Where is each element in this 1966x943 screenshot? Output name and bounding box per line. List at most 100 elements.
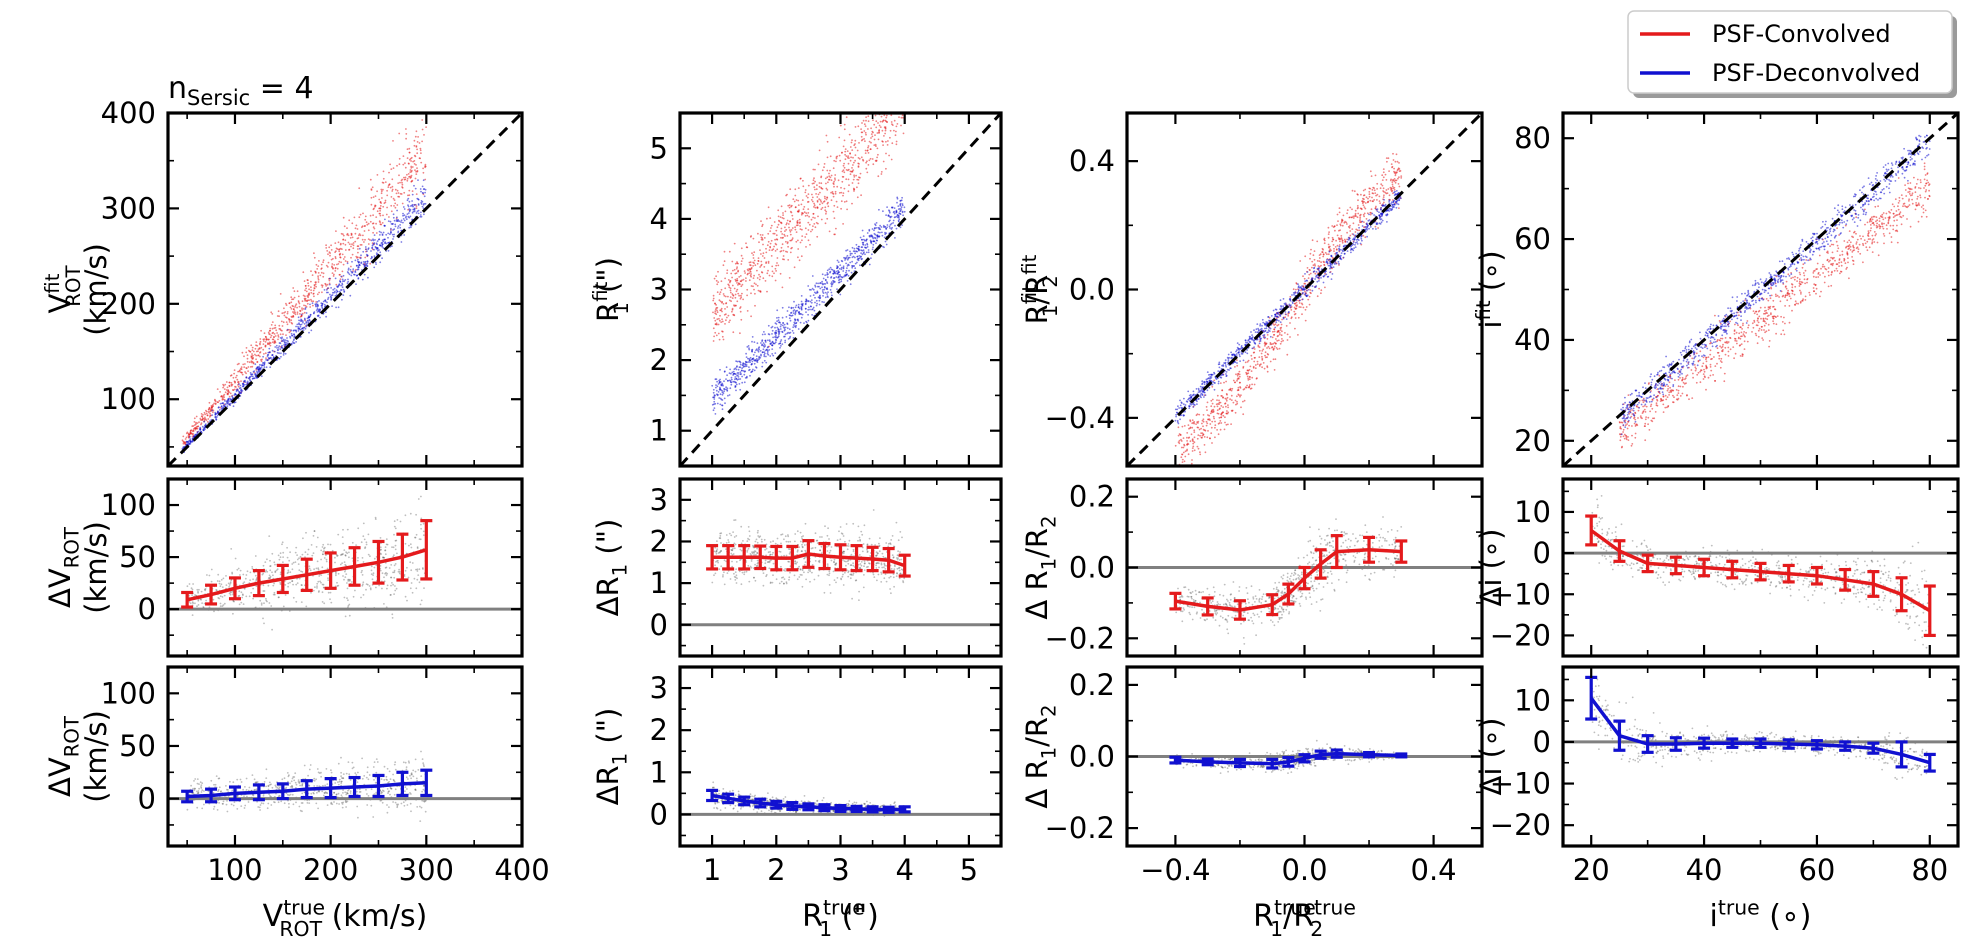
scatter-point (189, 441, 192, 444)
residual-point (259, 809, 261, 811)
scatter-point (878, 131, 880, 134)
scatter-point (824, 291, 827, 294)
residual-point (249, 579, 252, 581)
scatter-point (325, 244, 327, 247)
scatter-point (792, 337, 795, 339)
scatter-point (801, 235, 804, 238)
scatter-point (736, 365, 738, 367)
scatter-point (867, 164, 870, 166)
scatter-point (842, 176, 845, 178)
scatter-point (341, 253, 344, 256)
scatter-point (252, 377, 255, 380)
residual-point (322, 586, 325, 589)
scatter-point (767, 269, 769, 272)
residual-point (323, 602, 326, 605)
scatter-point (728, 299, 731, 302)
scatter-point (812, 294, 815, 296)
residual-point (322, 543, 325, 546)
residual-point (226, 788, 228, 791)
scatter-point (864, 140, 866, 143)
scatter-point (316, 268, 319, 270)
residual-point (326, 783, 329, 785)
scatter-point (286, 337, 288, 339)
scatter-point (393, 219, 396, 222)
y-tick-label: 50 (119, 540, 156, 574)
scatter-point (840, 278, 843, 281)
scatter-point (335, 250, 337, 253)
scatter-point (854, 126, 857, 128)
scatter-point (748, 261, 751, 264)
residual-point (233, 801, 236, 803)
scatter-point (341, 282, 344, 285)
scatter-point (379, 207, 382, 210)
scatter-point (848, 157, 850, 160)
scatter-point (401, 202, 404, 205)
residual-point (272, 593, 275, 596)
scatter-point (255, 367, 258, 370)
scatter-point (390, 168, 393, 171)
scatter-point (323, 289, 326, 291)
scatter-point (817, 222, 819, 225)
scatter-point (349, 294, 352, 297)
residual-point (422, 534, 425, 537)
scatter-point (752, 354, 755, 356)
residual-point (312, 589, 315, 592)
scatter-point (892, 84, 894, 86)
residual-point (289, 551, 291, 554)
scatter-point (828, 172, 830, 175)
scatter-point (402, 218, 405, 220)
scatter-point (309, 314, 312, 316)
scatter-point (352, 268, 355, 271)
scatter-point (340, 275, 343, 278)
scatter-point (278, 324, 281, 327)
scatter-point (880, 173, 883, 175)
scatter-point (423, 188, 426, 190)
scatter-point (733, 314, 736, 317)
scatter-point (860, 156, 863, 159)
scatter-point (408, 226, 411, 229)
scatter-point (413, 163, 416, 165)
scatter-point (888, 83, 890, 85)
scatter-point (746, 294, 748, 297)
scatter-point (712, 340, 715, 342)
scatter-point (863, 108, 865, 110)
scatter-point (827, 296, 829, 298)
residual-point (205, 599, 208, 602)
scatter-point (878, 235, 881, 238)
scatter-point (856, 186, 858, 189)
scatter-point (218, 399, 221, 402)
scatter-point (391, 190, 394, 192)
scatter-point (328, 283, 331, 286)
scatter-point (729, 319, 731, 322)
residual-point (278, 786, 281, 789)
scatter-point (740, 296, 743, 299)
scatter-point (740, 247, 743, 250)
scatter-point (217, 401, 220, 404)
scatter-point (782, 236, 784, 239)
scatter-point (893, 102, 895, 104)
scatter-point (809, 243, 811, 246)
scatter-point (857, 182, 860, 185)
scatter-point (903, 78, 905, 80)
scatter-point (847, 155, 850, 158)
residual-point (396, 519, 399, 521)
scatter-point (874, 143, 877, 146)
residual-point (420, 599, 423, 602)
scatter-point (854, 139, 857, 142)
scatter-point (228, 385, 231, 388)
scatter-point (779, 340, 782, 343)
residual-point (330, 601, 333, 604)
scatter-point (867, 128, 869, 130)
scatter-point (259, 351, 262, 353)
residual-point (420, 517, 423, 520)
scatter-point (873, 109, 875, 111)
residual-point (402, 801, 405, 804)
residual-point (228, 586, 231, 588)
scatter-point (234, 385, 236, 388)
scatter-point (214, 400, 217, 403)
scatter-point (751, 252, 753, 255)
scatter-point (199, 417, 202, 420)
scatter-point (292, 287, 295, 289)
scatter-point (716, 323, 718, 326)
scatter-point (828, 175, 831, 178)
